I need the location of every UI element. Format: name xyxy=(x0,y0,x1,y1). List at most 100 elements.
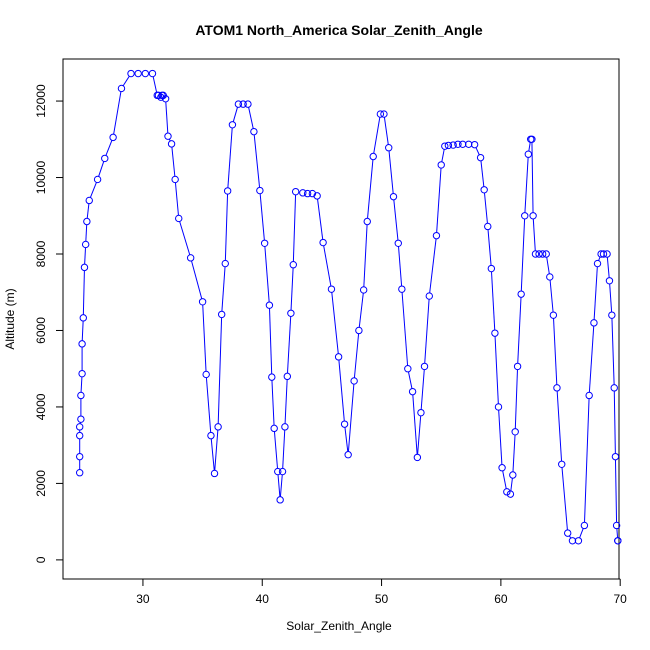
data-point xyxy=(359,286,368,294)
y-tick-label: 6000 xyxy=(34,317,48,344)
data-point xyxy=(464,140,473,148)
data-point xyxy=(513,362,522,371)
series-segment xyxy=(420,369,425,410)
data-point xyxy=(80,263,89,272)
data-point xyxy=(78,369,86,378)
series-segment xyxy=(561,467,568,530)
series-segment xyxy=(373,117,381,154)
data-point xyxy=(78,340,86,348)
series-segment xyxy=(531,142,534,213)
data-point xyxy=(141,69,150,78)
data-point xyxy=(542,250,550,258)
series-segment xyxy=(259,193,265,241)
data-point xyxy=(389,192,398,201)
series-segment xyxy=(98,161,105,177)
y-tick-label: 4000 xyxy=(34,393,48,420)
series-segment xyxy=(491,271,496,330)
data-point xyxy=(76,452,84,461)
data-point xyxy=(148,69,157,78)
data-point xyxy=(214,423,222,431)
series-segment xyxy=(383,117,389,145)
data-point xyxy=(299,189,307,197)
data-point xyxy=(599,250,608,258)
data-point xyxy=(77,415,85,423)
data-point xyxy=(186,254,195,262)
series-segment xyxy=(363,224,368,287)
data-point xyxy=(413,453,422,462)
data-point xyxy=(484,222,492,231)
y-tick-label: 12000 xyxy=(34,84,48,118)
data-point xyxy=(585,391,593,400)
series-segment xyxy=(429,238,437,293)
series-segment xyxy=(248,107,254,129)
series-segment xyxy=(344,427,349,452)
data-point xyxy=(432,231,441,240)
data-point xyxy=(278,467,287,476)
data-point xyxy=(549,311,558,319)
data-point xyxy=(425,292,433,300)
data-point xyxy=(529,212,537,220)
series-segment xyxy=(412,394,418,455)
series-segment xyxy=(191,260,203,299)
data-point xyxy=(528,135,536,143)
data-point xyxy=(574,537,583,545)
series-segment xyxy=(105,140,113,156)
series-segment xyxy=(436,168,442,233)
data-point xyxy=(117,84,126,93)
data-point xyxy=(76,423,84,431)
series-segment xyxy=(441,149,445,162)
series-segment xyxy=(286,316,292,374)
data-point xyxy=(603,250,611,258)
data-point xyxy=(77,391,85,400)
series-segment xyxy=(271,380,275,426)
data-point xyxy=(491,329,499,337)
data-point xyxy=(167,140,176,148)
series-segment xyxy=(367,159,374,219)
series-segment xyxy=(82,270,85,315)
series-segment xyxy=(290,267,294,311)
data-point xyxy=(538,250,547,258)
data-point xyxy=(223,187,232,195)
series-segment xyxy=(174,182,179,216)
data-point xyxy=(76,469,84,477)
data-point xyxy=(76,431,84,440)
series-segment xyxy=(510,478,513,492)
data-point xyxy=(340,420,349,428)
data-point xyxy=(291,187,300,196)
data-point xyxy=(590,319,598,327)
y-tick-label: 2000 xyxy=(34,470,48,497)
series-segment xyxy=(264,246,270,303)
data-point xyxy=(355,326,363,335)
series-segment xyxy=(323,245,332,287)
series-segment xyxy=(498,410,503,465)
x-axis: 30 40 50 60 70 xyxy=(136,578,627,606)
data-point xyxy=(164,132,172,140)
data-point xyxy=(408,387,417,396)
data-point xyxy=(207,431,215,440)
data-point xyxy=(154,91,163,100)
chart-title: ATOM1 North_America Solar_Zenith_Angle xyxy=(195,22,483,38)
data-point xyxy=(268,373,276,381)
data-point xyxy=(553,384,561,392)
data-point xyxy=(175,214,183,223)
series-segment xyxy=(205,377,212,433)
series-segment xyxy=(556,390,563,462)
data-point xyxy=(281,423,289,431)
data-point xyxy=(398,285,406,293)
data-point xyxy=(470,140,479,149)
data-point xyxy=(157,93,165,101)
x-tick-label: 50 xyxy=(375,592,389,606)
series-segment xyxy=(353,333,360,378)
data-point xyxy=(313,192,321,200)
x-tick-label: 60 xyxy=(494,592,508,606)
series-segment xyxy=(514,369,518,429)
series-segment xyxy=(277,474,281,497)
data-point xyxy=(274,467,282,476)
data-point xyxy=(350,377,358,385)
series-segment xyxy=(224,194,229,261)
data-point xyxy=(83,217,91,226)
series-segment xyxy=(210,438,215,471)
series-segment xyxy=(606,257,610,278)
data-point xyxy=(369,152,377,161)
series-segment xyxy=(81,321,84,341)
